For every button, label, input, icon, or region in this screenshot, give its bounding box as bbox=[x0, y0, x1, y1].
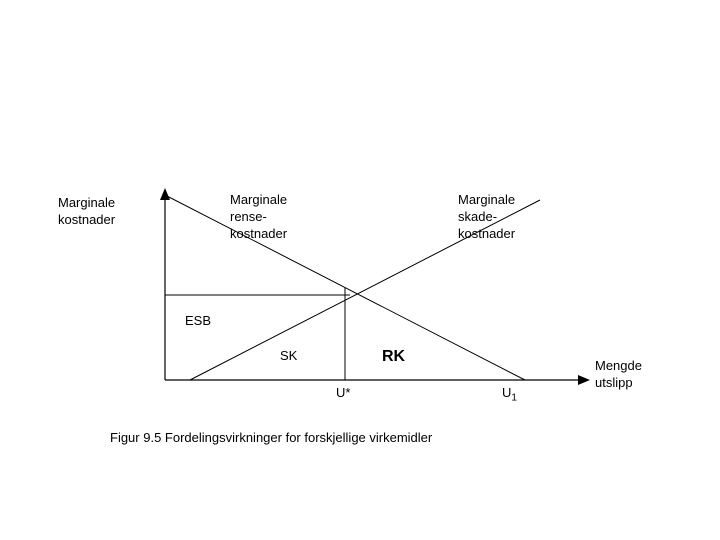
u1-sub: 1 bbox=[511, 393, 517, 404]
x-axis-arrow bbox=[578, 375, 590, 385]
caption-text: Figur 9.5 Fordelingsvirkninger for forsk… bbox=[110, 430, 432, 445]
sk-area-text: SK bbox=[280, 348, 297, 363]
y-axis-arrow bbox=[160, 188, 170, 200]
y-axis-label: Marginalekostnader bbox=[58, 195, 115, 229]
sk-curve-label-text: Marginaleskade-kostnader bbox=[458, 192, 515, 241]
sk-area-label: SK bbox=[280, 348, 297, 365]
u1-text: U bbox=[502, 385, 511, 400]
u1-label: U1 bbox=[502, 385, 517, 405]
diagram-svg bbox=[0, 0, 720, 540]
sk-curve-label: Marginaleskade-kostnader bbox=[458, 192, 515, 243]
y-axis-label-text: Marginalekostnader bbox=[58, 195, 115, 227]
u-star-label: U* bbox=[336, 385, 350, 402]
rk-curve-label-text: Marginalerense-kostnader bbox=[230, 192, 287, 241]
x-axis-label-text: Mengdeutslipp bbox=[595, 358, 642, 390]
figure-caption: Figur 9.5 Fordelingsvirkninger for forsk… bbox=[110, 430, 432, 447]
rk-curve-label: Marginalerense-kostnader bbox=[230, 192, 287, 243]
rk-area-label: RK bbox=[382, 347, 405, 368]
rk-area-text: RK bbox=[382, 348, 405, 365]
u-star-text: U* bbox=[336, 385, 350, 400]
esb-label: ESB bbox=[185, 313, 211, 330]
x-axis-label: Mengdeutslipp bbox=[595, 358, 642, 392]
esb-text: ESB bbox=[185, 313, 211, 328]
